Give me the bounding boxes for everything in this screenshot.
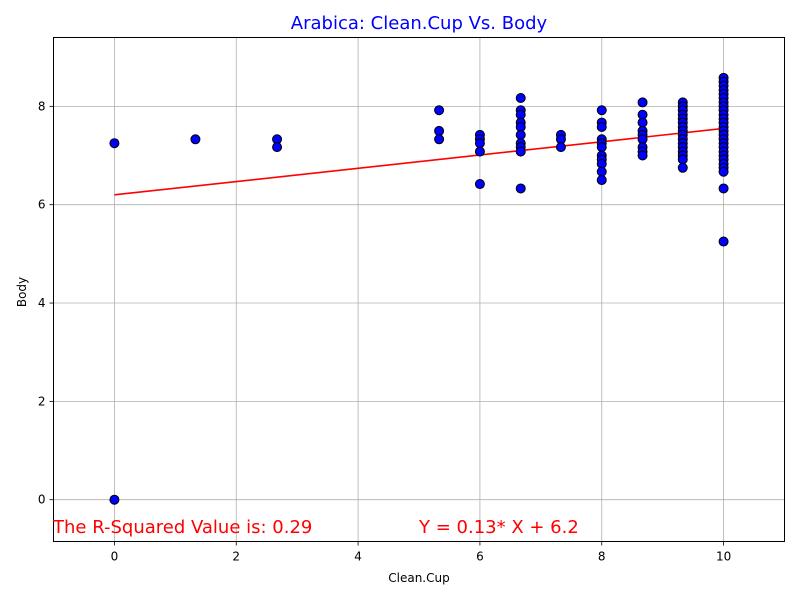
data-point [596,105,607,116]
data-point [596,142,607,153]
grid [53,37,785,542]
data-point [596,166,607,177]
data-point [718,166,729,177]
x-tick-label: 10 [716,550,731,564]
data-point [596,121,607,132]
data-point [718,183,729,194]
x-tick-label: 4 [354,550,362,564]
x-axis-ticks: 0 2 4 6 8 10 [111,541,731,564]
data-point [637,150,648,161]
y-axis-ticks: 0 2 4 6 8 [38,99,54,507]
data-point [190,134,201,145]
y-tick-label: 6 [38,198,46,212]
data-point [515,129,526,140]
data-point [596,175,607,186]
data-point [515,146,526,157]
y-tick-label: 4 [38,296,46,310]
data-point [515,183,526,194]
chart-title: Arabica: Clean.Cup Vs. Body [291,13,548,34]
plot-area-frame [53,37,785,542]
data-point [109,138,120,149]
data-point [474,179,485,190]
y-tick-label: 2 [38,394,46,408]
regression-line [114,127,724,196]
data-point [515,92,526,103]
data-point [474,138,485,149]
data-point [434,125,445,136]
regression-line-group [114,127,724,196]
data-point [637,97,648,108]
x-tick-label: 0 [111,550,119,564]
data-point [272,142,283,153]
data-point [677,162,688,173]
data-point [474,146,485,157]
x-tick-label: 6 [476,550,484,564]
y-axis-label: Body [15,277,29,307]
y-tick-label: 8 [38,99,46,113]
data-point [434,134,445,145]
x-axis-label: Clean.Cup [388,571,449,585]
data-point [109,494,120,505]
data-point [434,105,445,116]
x-tick-label: 8 [598,550,606,564]
data-point [555,142,566,153]
data-point [718,236,729,247]
y-tick-label: 0 [38,493,46,507]
data-points [109,72,729,505]
data-point [637,117,648,128]
data-point [677,154,688,165]
regression-equation-annotation: Y = 0.13* X + 6.2 [418,517,579,538]
r-squared-annotation: The R-Squared Value is: 0.29 [52,517,312,538]
x-tick-label: 2 [232,550,240,564]
